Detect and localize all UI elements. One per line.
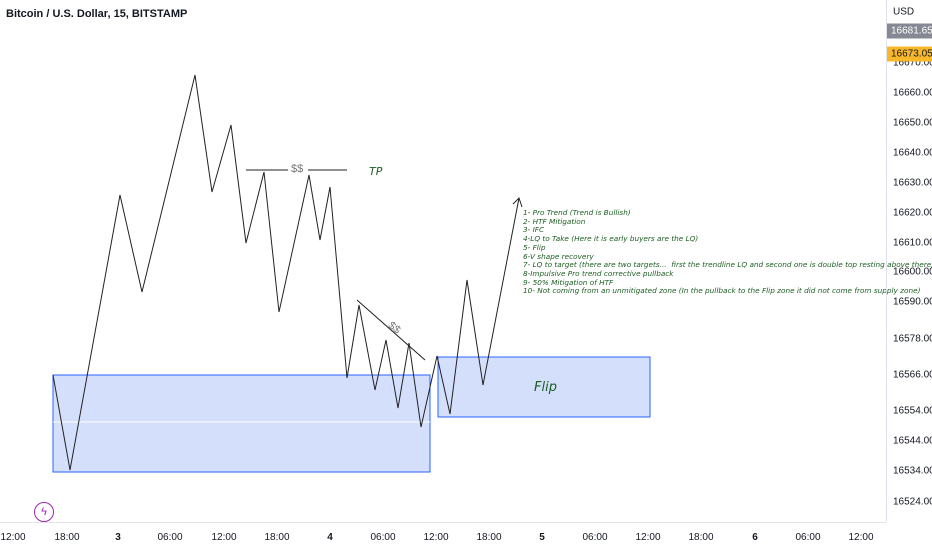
price-tick-label: 16650.00 <box>893 117 932 129</box>
price-tick-label: 16534.00 <box>893 465 932 477</box>
note-line: 4-LQ to Take (Here it is early buyers ar… <box>523 234 699 244</box>
time-tick-label: 12:00 <box>0 532 26 543</box>
note-line: 8-Impulsive Pro trend corrective pullbac… <box>523 268 674 278</box>
note-line: 3- IFC <box>523 225 545 235</box>
time-tick-label: 18:00 <box>476 532 502 543</box>
note-line: 2- HTF Mitigation <box>523 216 586 226</box>
price-tick-label: 16566.00 <box>893 369 932 381</box>
time-tick-label: 12:00 <box>635 532 661 543</box>
price-tick-label: 16524.00 <box>893 496 932 508</box>
time-tick-label: 18:00 <box>54 532 80 543</box>
time-tick-label: 4 <box>327 532 333 543</box>
tp-label: TP <box>369 165 383 178</box>
time-tick-label: 18:00 <box>688 532 714 543</box>
note-line: 1- Pro Trend (Trend is Bullish) <box>523 208 631 217</box>
currency-label: USD <box>893 6 915 18</box>
price-tick-label: 16630.00 <box>893 177 932 189</box>
time-tick-label: 12:00 <box>423 532 449 543</box>
price-path-drawing[interactable] <box>52 74 520 471</box>
liquidity-label-top: $$ <box>291 163 304 175</box>
time-tick-label: 06:00 <box>582 532 608 543</box>
time-tick-label: 12:00 <box>848 532 874 543</box>
price-tick-label: 16578.00 <box>893 333 932 345</box>
price-tick-label: 16544.00 <box>893 435 932 447</box>
price-tick-label: 16620.00 <box>893 207 932 219</box>
price-tick-label: 16590.00 <box>893 296 932 308</box>
price-tick-label: 16600.00 <box>893 266 932 278</box>
note-line: 10- Not coming from an unmitigated zone … <box>523 286 921 296</box>
flip-zone[interactable] <box>437 356 651 418</box>
time-tick-label: 6 <box>752 532 758 543</box>
price-axis[interactable] <box>886 0 932 522</box>
note-line: 7- LQ to target (there are two targets..… <box>523 260 932 270</box>
time-tick-label: 06:00 <box>795 532 821 543</box>
price-tick-label: 16640.00 <box>893 147 932 159</box>
time-tick-label: 5 <box>539 532 545 543</box>
price-tick-label: 16554.00 <box>893 405 932 417</box>
notes-list: 1- Pro Trend (Trend is Bullish) 2- HTF Mi… <box>523 208 932 296</box>
demand-zone[interactable] <box>52 374 431 473</box>
price-tick-label: 16610.00 <box>893 237 932 249</box>
note-line: 5- Flip <box>523 242 546 252</box>
note-line: 9- 50% Mitigation of HTF <box>523 277 614 287</box>
time-tick-label: 06:00 <box>370 532 396 543</box>
time-tick-label: 3 <box>115 532 121 543</box>
trendline-liquidity[interactable] <box>356 299 426 361</box>
lightning-icon[interactable]: ϟ <box>34 502 54 522</box>
time-tick-label: 12:00 <box>211 532 237 543</box>
flip-label: Flip <box>534 380 557 395</box>
current-price-badge: 16673.05 <box>887 46 932 62</box>
symbol-title: Bitcoin / U.S. Dollar, 15, BITSTAMP <box>6 8 188 20</box>
time-tick-label: 06:00 <box>157 532 183 543</box>
time-tick-label: 18:00 <box>264 532 290 543</box>
chart-canvas[interactable] <box>0 0 886 522</box>
price-tick-label: 16670.00 <box>893 57 932 69</box>
arrow-head-icon <box>512 197 523 208</box>
time-axis[interactable] <box>0 522 886 550</box>
last-price-badge: 16681.65 <box>887 23 932 39</box>
note-line: 6-V shape recovery <box>523 251 594 261</box>
price-tick-label: 16660.00 <box>893 87 932 99</box>
